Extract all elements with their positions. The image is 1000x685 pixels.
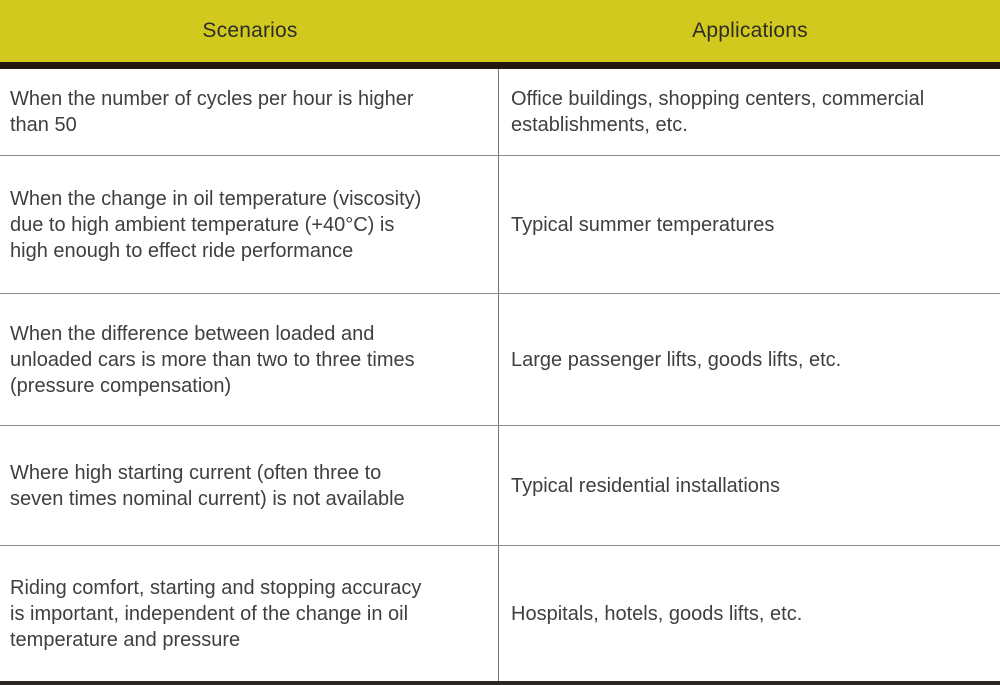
application-cell: Typical summer temperatures — [511, 213, 775, 236]
application-cell: Typical residential installations — [511, 474, 781, 497]
table-row: When the difference between loaded and u… — [0, 293, 1000, 425]
table-bottom-border — [0, 681, 1000, 685]
application-cell: Large passenger lifts, goods lifts, etc. — [511, 348, 842, 371]
column-header-applications: Applications — [692, 19, 808, 42]
table-row: Riding comfort, starting and stopping ac… — [0, 545, 1000, 681]
scenario-cell: When the number of cycles per hour is hi… — [0, 69, 499, 155]
scenario-cell: When the difference between loaded and u… — [0, 294, 499, 425]
scenario-cell: Riding comfort, starting and stopping ac… — [0, 546, 499, 681]
table-row: Where high starting current (often three… — [0, 425, 1000, 545]
application-cell: Hospitals, hotels, goods lifts, etc. — [511, 602, 803, 625]
table-header-row: Scenarios Applications — [0, 0, 1000, 69]
application-cell: Office buildings, shopping centers, comm… — [511, 88, 925, 136]
column-header-scenarios: Scenarios — [202, 19, 298, 42]
table-row: When the change in oil temperature (visc… — [0, 155, 1000, 293]
scenario-cell: When the change in oil temperature (visc… — [0, 156, 499, 293]
scenario-cell: Where high starting current (often three… — [0, 426, 499, 545]
table-row: When the number of cycles per hour is hi… — [0, 69, 1000, 155]
